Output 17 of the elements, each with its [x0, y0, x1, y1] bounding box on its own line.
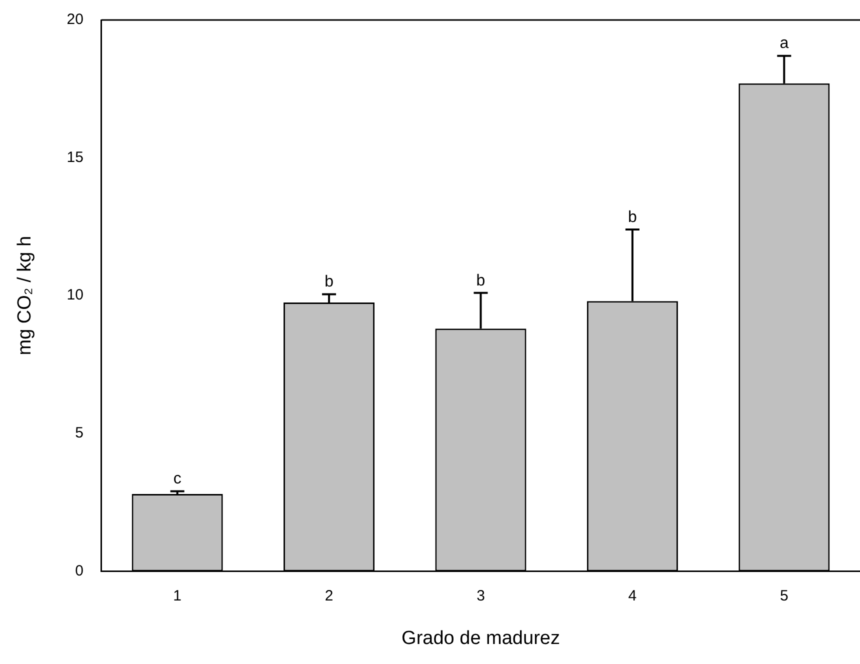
annotation: c [173, 470, 182, 488]
annotation: b [628, 208, 637, 226]
x-tick-label: 2 [324, 587, 334, 604]
y-axis-title: mg CO₂ / kg h [14, 236, 36, 356]
annotation: b [476, 272, 486, 290]
y-tick-label: 0 [75, 562, 84, 580]
x-tick-label: 5 [780, 587, 788, 604]
y-tick-label: 10 [66, 286, 84, 304]
y-tick-label: 5 [75, 424, 84, 442]
x-tick-label: 4 [628, 587, 637, 604]
annotation: a [780, 35, 789, 52]
y-tick-label: 15 [66, 148, 84, 166]
annotation: b [324, 274, 334, 291]
x-axis-title: Grado de madurez [402, 628, 560, 649]
y-tick-label: 20 [66, 11, 84, 28]
x-tick-label: 3 [476, 587, 485, 604]
x-tick-label: 1 [173, 587, 182, 604]
